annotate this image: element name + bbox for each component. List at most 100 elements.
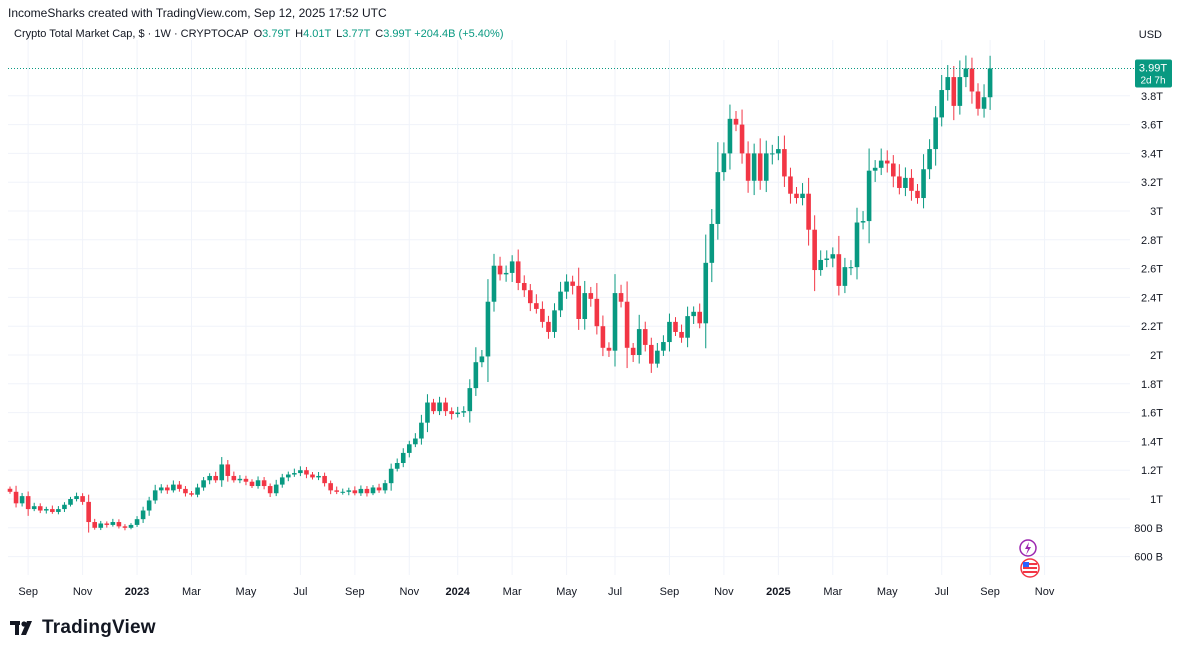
- candle-body: [92, 522, 97, 528]
- candle-body: [649, 344, 654, 364]
- x-tick-label: Jul: [935, 586, 949, 598]
- candle-body: [564, 281, 569, 292]
- candle-body: [576, 285, 581, 319]
- candle-body: [473, 362, 479, 389]
- us-flag-event-icon[interactable]: [1020, 558, 1040, 578]
- x-tick-label: 2023: [125, 586, 149, 598]
- candle-body: [751, 153, 757, 181]
- candle-body: [134, 519, 140, 525]
- candle-body: [304, 470, 309, 475]
- candle-body: [836, 254, 842, 286]
- candle-body: [461, 411, 467, 413]
- candle-body: [618, 293, 624, 302]
- candle-body: [316, 475, 321, 478]
- candle-body: [400, 452, 406, 463]
- last-price-badge: [1135, 59, 1172, 88]
- candle-body: [794, 193, 799, 199]
- candle-body: [122, 526, 128, 528]
- candle-body: [903, 177, 908, 188]
- x-tick-label: 2024: [445, 586, 470, 598]
- candle-body: [582, 293, 588, 319]
- x-tick-label: May: [236, 586, 257, 598]
- price-axis: 600 B 800 B 1T 1.2T 1.4T 1.6T 1.8T 2T 2.2T 2.4T 2.…: [1134, 91, 1163, 564]
- change-value: +204.4B (+5.40%): [414, 28, 504, 40]
- lightning-event-icon[interactable]: [1019, 539, 1037, 557]
- candle-body: [19, 496, 25, 504]
- currency-label[interactable]: USD: [1138, 29, 1162, 41]
- candle-body: [419, 422, 424, 439]
- candle-body: [201, 480, 206, 488]
- candle-body: [600, 326, 606, 348]
- tradingview-logo[interactable]: TradingView: [10, 617, 156, 639]
- candle-body: [110, 522, 116, 525]
- candle-body: [437, 402, 442, 412]
- candle-body: [763, 153, 769, 181]
- candle-body: [558, 291, 563, 311]
- candle-body: [497, 265, 503, 275]
- candle-body: [80, 496, 85, 502]
- high-label: H: [295, 28, 304, 40]
- candle-body: [655, 350, 660, 364]
- candle-body: [552, 310, 557, 332]
- candle-body: [249, 481, 255, 487]
- y-tick-label: 2T: [1150, 350, 1163, 362]
- x-tick-label: Nov: [73, 586, 93, 598]
- tradingview-logo-icon: [10, 621, 32, 635]
- y-tick-label: 3.2T: [1141, 177, 1163, 189]
- symbol-name[interactable]: Crypto Total Market Cap, $ · 1W · CRYPTO…: [14, 28, 249, 40]
- candle-body: [98, 523, 104, 528]
- candle-body: [987, 68, 993, 98]
- candle-body: [261, 480, 267, 487]
- low-value: 3.77T: [342, 28, 371, 40]
- candle-body: [630, 347, 636, 355]
- candle-body: [739, 124, 745, 154]
- candle-body: [788, 176, 793, 194]
- candle-body: [443, 402, 448, 412]
- candle-body: [570, 281, 575, 286]
- candle-body: [219, 464, 225, 481]
- candle-body: [231, 475, 237, 481]
- candle-body: [909, 177, 914, 191]
- candle-body: [273, 484, 279, 494]
- candle-body: [636, 329, 642, 355]
- x-tick-label: 2025: [766, 586, 790, 598]
- y-tick-label: 3.6T: [1141, 120, 1163, 132]
- x-tick-label: Nov: [1035, 586, 1055, 598]
- candle-body: [213, 475, 218, 481]
- candle-body: [612, 293, 618, 351]
- x-tick-label: May: [877, 586, 898, 598]
- candle-body: [388, 468, 394, 484]
- candle-body: [891, 163, 896, 177]
- candle-body: [237, 478, 243, 481]
- candle-body: [806, 193, 811, 230]
- candle-body: [915, 190, 920, 199]
- candle-body: [364, 488, 370, 494]
- candle-body: [594, 298, 600, 327]
- y-tick-label: 1.2T: [1141, 465, 1163, 477]
- candle-body: [878, 160, 884, 168]
- x-tick-label: Mar: [503, 586, 522, 598]
- candle-body: [140, 510, 146, 520]
- candle-body: [407, 444, 412, 453]
- y-tick-label: 2.2T: [1141, 321, 1163, 333]
- candle-body: [709, 223, 715, 263]
- x-tick-label: Mar: [823, 586, 842, 598]
- candle-body: [50, 509, 55, 512]
- candle-body: [165, 487, 170, 491]
- candle-body: [969, 68, 975, 92]
- candle-body: [267, 486, 273, 494]
- close-label: C: [375, 28, 384, 40]
- candle-body: [927, 149, 932, 170]
- y-tick-label: 3.8T: [1141, 91, 1163, 103]
- candle-body: [425, 402, 430, 423]
- candle-body: [158, 487, 164, 491]
- candle-body: [207, 475, 212, 481]
- y-tick-label: 2.8T: [1141, 235, 1163, 247]
- candle-body: [485, 301, 491, 357]
- candle-body: [328, 483, 333, 491]
- candle-body: [189, 493, 194, 495]
- candle-body: [703, 262, 709, 324]
- candle-body: [770, 153, 775, 155]
- candle-body: [782, 149, 787, 177]
